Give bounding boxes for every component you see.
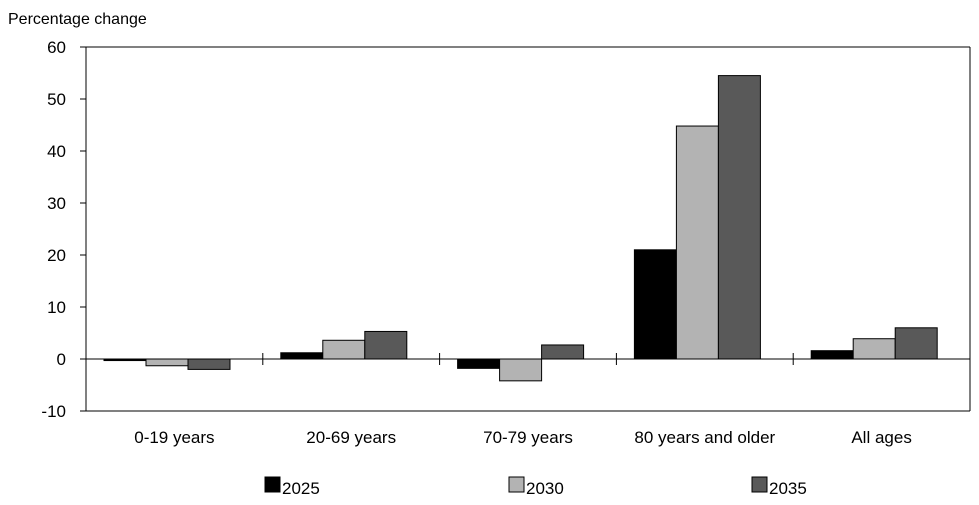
legend-label: 2030 — [526, 479, 564, 498]
y-tick-label: 40 — [47, 142, 66, 161]
legend-swatch-2025 — [264, 476, 281, 493]
bar-2025-3 — [633, 249, 677, 360]
bar-2035-1 — [364, 330, 408, 360]
x-axis-tick-labels: 0-19 years 20-69 years 70-79 years 80 years… — [134, 428, 912, 447]
bar-2025-2 — [457, 358, 501, 369]
bar-2025-1 — [280, 352, 324, 360]
bar-2035-4 — [894, 327, 938, 360]
y-tick-label: 30 — [47, 194, 66, 213]
bar-2035-2 — [541, 344, 585, 360]
y-tick-label: 60 — [47, 38, 66, 57]
bar-2035-0 — [187, 358, 231, 370]
bar-2025-4 — [810, 350, 854, 360]
bar-2035-3 — [717, 75, 761, 360]
legend-swatch-2035 — [751, 476, 768, 493]
axes — [85, 46, 971, 412]
legend-label: 2035 — [769, 479, 807, 498]
x-tick-label: 80 years and older — [634, 428, 775, 447]
x-tick-label: 70-79 years — [483, 428, 573, 447]
bar-2030-4 — [852, 338, 896, 360]
y-tick-label: 20 — [47, 246, 66, 265]
y-tick-label: 10 — [47, 298, 66, 317]
bar-2030-0 — [145, 358, 189, 367]
y-axis-ticks: -10 0 10 20 30 40 50 60 — [41, 38, 86, 421]
legend-label: 2025 — [282, 479, 320, 498]
x-tick-label: 20-69 years — [306, 428, 396, 447]
legend: 2025 2030 2035 — [264, 476, 807, 498]
bar-2030-1 — [322, 339, 366, 360]
x-tick-label: All ages — [851, 428, 911, 447]
x-tick-label: 0-19 years — [134, 428, 214, 447]
y-tick-label: 0 — [57, 350, 66, 369]
legend-swatch-2030 — [508, 476, 525, 493]
bar-2030-3 — [675, 125, 719, 360]
y-axis-label: Percentage change — [8, 11, 147, 28]
y-tick-label: 50 — [47, 90, 66, 109]
bar-2030-2 — [499, 358, 543, 382]
bar-series-group — [103, 75, 938, 382]
y-tick-label: -10 — [41, 402, 66, 421]
